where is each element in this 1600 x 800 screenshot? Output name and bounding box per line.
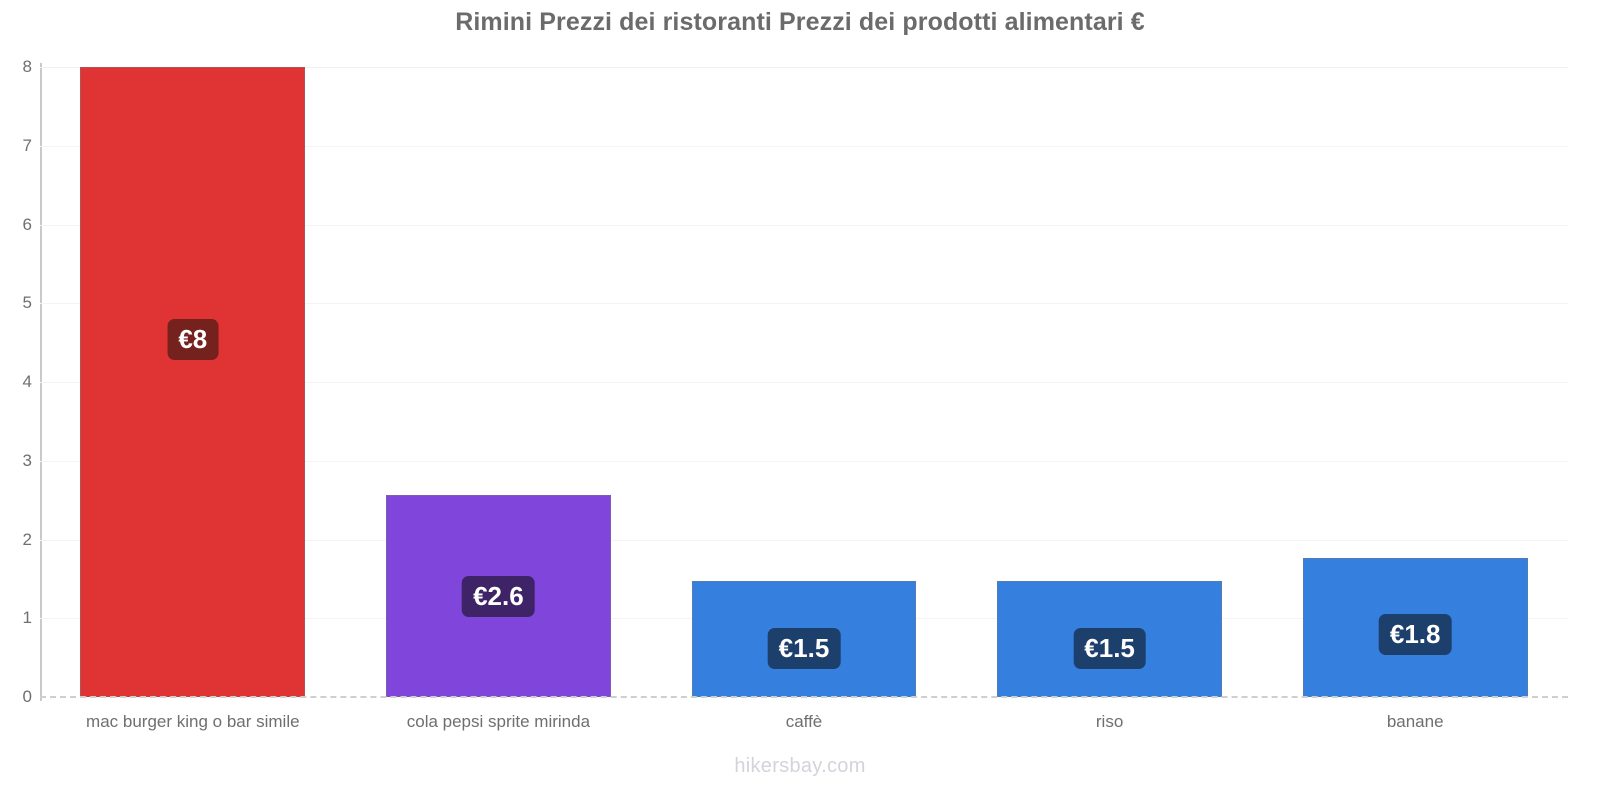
plot-area: €8 €2.6 €1.5 €1.5 €1.8 (40, 67, 1568, 697)
bar-value-label: €8 (167, 319, 219, 360)
bar-value-label: €1.5 (1073, 627, 1146, 669)
x-axis-tick-label: banane (1386, 712, 1444, 731)
bar-rect[interactable] (80, 67, 306, 697)
bar[interactable]: €1.5 (997, 581, 1222, 697)
gridline (40, 303, 1568, 305)
y-axis-tick-label: 4 (22, 372, 32, 391)
x-axis-tick-label: caffè (785, 712, 823, 731)
bar-value-label: €1.5 (767, 627, 841, 669)
bar-value-label: €2.6 (462, 575, 535, 617)
y-axis-tick-label: 8 (22, 57, 32, 76)
gridline (40, 145, 1568, 147)
y-axis-tick-label: 0 (22, 687, 32, 706)
bar[interactable]: €1.5 (691, 581, 917, 697)
x-axis-tick-label: riso (1095, 712, 1124, 731)
y-axis-tick-label: 7 (22, 135, 32, 155)
x-axis-tick-label: cola pepsi sprite mirinda (406, 712, 591, 731)
page-title: Rimini Prezzi dei ristoranti Prezzi dei … (455, 8, 1145, 36)
y-axis-tick-label: 1 (22, 608, 32, 628)
footer-watermark: hikersbay.com (734, 755, 866, 777)
gridline (40, 382, 1568, 383)
gridline (40, 539, 1568, 541)
gridline (40, 224, 1568, 226)
bar[interactable]: €8 (80, 67, 306, 697)
y-axis-tick-label: 3 (22, 450, 32, 470)
y-axis-tick-label: 2 (22, 529, 32, 549)
bar[interactable]: €2.6 (386, 494, 611, 697)
bar-value-label: €1.8 (1378, 613, 1452, 655)
x-axis-line (40, 696, 1568, 700)
gridline (40, 460, 1568, 462)
bar[interactable]: €1.8 (1302, 558, 1528, 697)
gridline (40, 67, 1568, 68)
x-axis-tick-label: mac burger king o bar simile (86, 712, 300, 731)
y-axis-tick-label: 5 (22, 293, 32, 313)
y-axis-tick-label: 6 (22, 214, 32, 234)
